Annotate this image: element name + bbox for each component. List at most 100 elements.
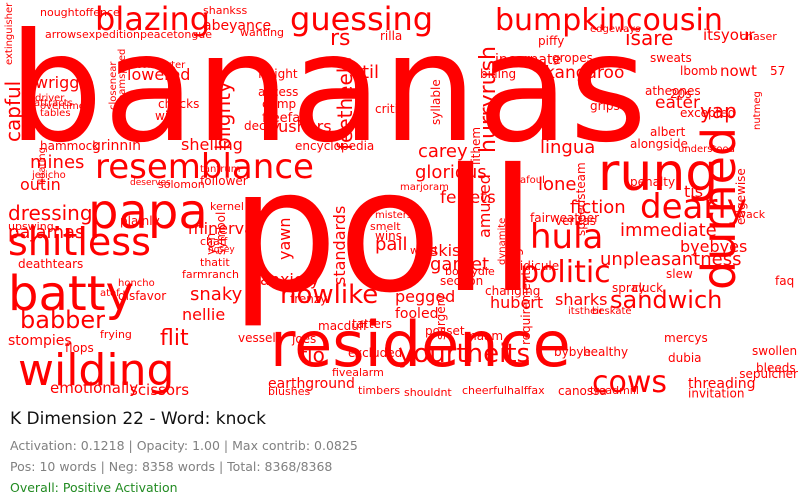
word-rung: rung	[598, 143, 718, 203]
word-decay: decay	[244, 119, 280, 133]
word-yawn: yawn	[275, 218, 294, 261]
word-slew: slew	[666, 267, 693, 281]
word-hula: hula	[530, 217, 603, 257]
word-standards: standards	[330, 206, 349, 285]
word-requirements: requirements	[519, 265, 533, 345]
word-symbol: symbol	[214, 212, 228, 255]
word-batty: batty	[8, 266, 134, 322]
word-shitless: shitless	[8, 220, 151, 264]
word-cows: cows	[592, 365, 667, 400]
word-understood: understood	[678, 144, 735, 155]
word-attracts: attracts	[34, 98, 73, 109]
word-kernel: kernel	[210, 200, 244, 213]
word-lbomb: lbomb	[680, 64, 718, 78]
overall-activation: Overall: Positive Activation	[10, 480, 178, 495]
word-access: access	[258, 85, 298, 99]
word-hubert: hubert	[490, 293, 543, 312]
word-faq: faq	[775, 274, 794, 288]
word-incarnate: incarnate	[495, 52, 561, 68]
word-lingua: lingua	[540, 137, 595, 158]
word-veritas: veritas	[555, 214, 596, 228]
word-atof: atof	[100, 288, 120, 299]
word-howlike: howlike	[280, 280, 378, 310]
stats-line-2: Pos: 10 words | Neg: 8358 words | Total:…	[10, 459, 333, 474]
word-excluded: excluded	[348, 346, 402, 360]
word-threading: threading	[688, 376, 756, 392]
word-cheerfulhalffax: cheerfulhalffax	[462, 384, 545, 397]
word-ferrets: ferrets	[440, 188, 496, 208]
word-chaff: chaff	[200, 235, 228, 248]
word-changing: changing	[485, 284, 540, 298]
word-farmranch: farmranch	[182, 268, 239, 281]
word-fiction: fiction	[570, 197, 626, 218]
word-scissors: scissors	[130, 381, 189, 399]
word-nellie: nellie	[182, 305, 225, 324]
word-dynamite: dynamite	[497, 218, 508, 265]
word-thatit: thatit	[200, 256, 230, 269]
word-freefall: freefall	[262, 111, 307, 126]
word-tables: tables	[40, 108, 71, 119]
word-57: 57	[770, 64, 785, 78]
word-lowered: lowered	[127, 65, 190, 84]
pos-label: Pos:	[10, 459, 36, 474]
pos-value: 10 words	[39, 459, 97, 474]
word-fivealarm: fivealarm	[332, 366, 384, 379]
word-fooled: fooled	[395, 306, 438, 322]
word-blazing: blazing	[95, 0, 210, 38]
word-vessel: vessel	[238, 331, 276, 345]
word-ward: ward	[410, 244, 437, 257]
word-blighty: blighty	[211, 81, 235, 150]
word-amused: amused	[475, 174, 494, 238]
activation-label: Activation:	[10, 438, 77, 453]
word-wilding: wilding	[18, 345, 174, 396]
word-tiddiers: tiddiers	[458, 181, 474, 234]
opacity-value: 1.00	[192, 438, 220, 453]
word-rilla: rilla	[380, 29, 402, 43]
word-wins: wins	[375, 229, 402, 243]
word-dearly: dearly	[640, 187, 747, 227]
word-cluck: cluck	[632, 281, 663, 295]
word-hurryrush: hurryrush	[476, 46, 501, 153]
word-healthy: healthy	[583, 345, 628, 359]
max-contrib-label: Max contrib:	[232, 438, 311, 453]
word-comforter: comforter	[136, 60, 186, 71]
word-isare: isare	[625, 26, 673, 50]
word-speedsteam: speedsteam	[574, 162, 588, 236]
word-chaser: chaser	[740, 30, 777, 43]
total-label: Total:	[227, 459, 261, 474]
word-glorious: glorious	[415, 162, 487, 183]
word-bleeds: bleeds	[756, 361, 796, 375]
word-carey: carey	[418, 141, 468, 162]
word-frying: frying	[100, 328, 132, 341]
word-flit: flit	[160, 326, 189, 351]
word-durned: durned	[692, 127, 746, 290]
word-atheones: atheones	[645, 84, 701, 98]
word-ridicule: ridicule	[515, 259, 559, 273]
word-stompies: stompies	[8, 333, 72, 349]
word-tantrum: tantrum	[200, 164, 241, 175]
word-dressing: dressing	[8, 201, 93, 225]
word-blushes: blushes	[268, 385, 310, 398]
max-contrib-value: 0.0825	[314, 438, 358, 453]
word-crimp: crimp	[262, 97, 296, 111]
word-lone: lone	[538, 174, 577, 195]
word-excepted: excepted	[680, 106, 735, 120]
word-20s: 20s	[670, 87, 692, 101]
word-overtime: overtime	[40, 101, 85, 112]
word-flops: flops	[65, 341, 94, 355]
word-byebyes: byebyes	[680, 237, 747, 256]
word-wriggle: wriggle	[35, 73, 94, 92]
word-outin: outin	[20, 175, 61, 194]
word-freight: freight	[258, 67, 298, 81]
word-nutmeg: nutmeg	[752, 91, 763, 130]
word-peacetongue: peacetongue	[140, 28, 212, 41]
word-papa: papa	[88, 184, 208, 240]
word-rs: rs	[330, 26, 351, 51]
word-sandwich: sandwich	[610, 286, 722, 314]
word-bananas: bananas	[8, 2, 647, 176]
word-grinnin: grinnin	[92, 138, 141, 154]
word-itstheir: itstheir	[568, 306, 604, 317]
word-smelt: smelt	[370, 220, 401, 233]
neg-value: 8358 words	[141, 459, 215, 474]
word-solomon: solomon	[158, 178, 205, 191]
